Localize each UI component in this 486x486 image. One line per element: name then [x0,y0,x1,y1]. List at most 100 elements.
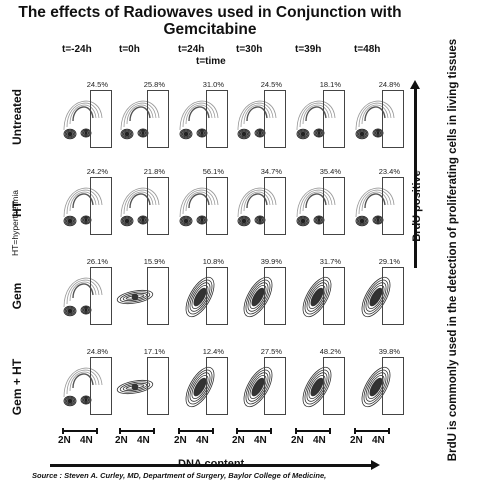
flow-panel: 12.4% [172,345,228,415]
brdu-gate-box [90,267,112,325]
contour-plot [237,100,277,140]
brdu-percentage: 39.8% [378,347,400,356]
time-header: t=24h [178,44,205,55]
label-4n: 4N [372,435,385,446]
brdu-percentage: 48.2% [319,347,341,356]
flow-panel: 29.1% [348,255,404,325]
brdu-gate-box [206,177,228,235]
contour-plot [116,289,154,305]
brdu-percentage: 18.1% [319,80,341,89]
flow-panel: 39.8% [348,345,404,415]
flow-panel: 10.8% [172,255,228,325]
ploidy-scale-bar [62,428,98,434]
row-label: Gem [10,282,24,310]
label-2n: 2N [58,435,71,446]
flow-panel: 24.8% [348,78,404,148]
flow-panel: 21.8% [113,165,169,235]
contour-plot [120,100,160,140]
time-header: t=0h [119,44,140,55]
contour-plot [355,100,395,140]
brdu-gate-box [206,90,228,148]
flow-panel: 15.9% [113,255,169,325]
ploidy-scale: 2N 4N [58,428,98,448]
brdu-gate-box [264,90,286,148]
label-4n: 4N [80,435,93,446]
y-axis-label: BrdU positive [411,170,423,242]
brdu-gate-box [382,177,404,235]
ploidy-scale-bar [119,428,155,434]
brdu-gate-box [147,90,169,148]
brdu-gate-box [323,267,345,325]
brdu-percentage: 25.8% [143,80,165,89]
source-credit: Source : Steven A. Curley, MD, Departmen… [32,471,327,480]
label-2n: 2N [291,435,304,446]
brdu-percentage: 10.8% [202,257,224,266]
ploidy-scale-bar [236,428,272,434]
contour-plot [63,277,103,317]
label-2n: 2N [232,435,245,446]
label-4n: 4N [137,435,150,446]
label-4n: 4N [196,435,209,446]
flow-panel: 39.9% [230,255,286,325]
label-2n: 2N [350,435,363,446]
contour-plot [63,100,103,140]
ploidy-scale: 2N 4N [350,428,390,448]
contour-plot [355,187,395,227]
brdu-percentage: 15.9% [143,257,165,266]
contour-plot [296,100,336,140]
brdu-percentage: 24.5% [86,80,108,89]
brdu-gate-box [206,357,228,415]
ploidy-scale: 2N 4N [115,428,155,448]
brdu-gate-box [206,267,228,325]
brdu-percentage: 31.0% [202,80,224,89]
brdu-gate-box [147,177,169,235]
flow-panel: 34.7% [230,165,286,235]
flow-panel: 25.8% [113,78,169,148]
time-header: t=-24h [62,44,92,55]
label-4n: 4N [313,435,326,446]
brdu-percentage: 21.8% [143,167,165,176]
time-header: t=30h [236,44,263,55]
contour-plot [302,276,332,318]
flow-panel: 56.1% [172,165,228,235]
flow-panel: 26.1% [56,255,112,325]
brdu-gate-box [147,267,169,325]
flow-panel: 24.8% [56,345,112,415]
figure-title-line2: Gemcitabine [163,21,257,38]
flow-panel: 24.5% [56,78,112,148]
brdu-percentage: 24.5% [260,80,282,89]
contour-plot [63,367,103,407]
ploidy-scale-bar [178,428,214,434]
label-2n: 2N [115,435,128,446]
ploidy-scale-bar [295,428,331,434]
flow-panel: 17.1% [113,345,169,415]
brdu-arrow [410,80,420,268]
label-4n: 4N [254,435,267,446]
time-note: t=time [196,56,226,67]
time-header: t=39h [295,44,322,55]
ploidy-scale: 2N 4N [174,428,214,448]
ploidy-scale: 2N 4N [291,428,331,448]
flow-panel: 18.1% [289,78,345,148]
flow-panel: 24.2% [56,165,112,235]
brdu-percentage: 31.7% [319,257,341,266]
flow-panel: 24.5% [230,78,286,148]
brdu-percentage: 23.4% [378,167,400,176]
brdu-gate-box [264,177,286,235]
brdu-percentage: 24.8% [378,80,400,89]
brdu-percentage: 56.1% [202,167,224,176]
flow-panel: 23.4% [348,165,404,235]
time-header: t=48h [354,44,381,55]
flow-panel: 35.4% [289,165,345,235]
brdu-gate-box [264,267,286,325]
brdu-gate-box [382,267,404,325]
contour-plot [179,187,219,227]
flow-panel: 31.7% [289,255,345,325]
brdu-percentage: 24.2% [86,167,108,176]
brdu-gate-box [90,357,112,415]
brdu-percentage: 24.8% [86,347,108,356]
ploidy-scale: 2N 4N [232,428,272,448]
brdu-percentage: 39.9% [260,257,282,266]
contour-plot [179,100,219,140]
flow-panel: 27.5% [230,345,286,415]
